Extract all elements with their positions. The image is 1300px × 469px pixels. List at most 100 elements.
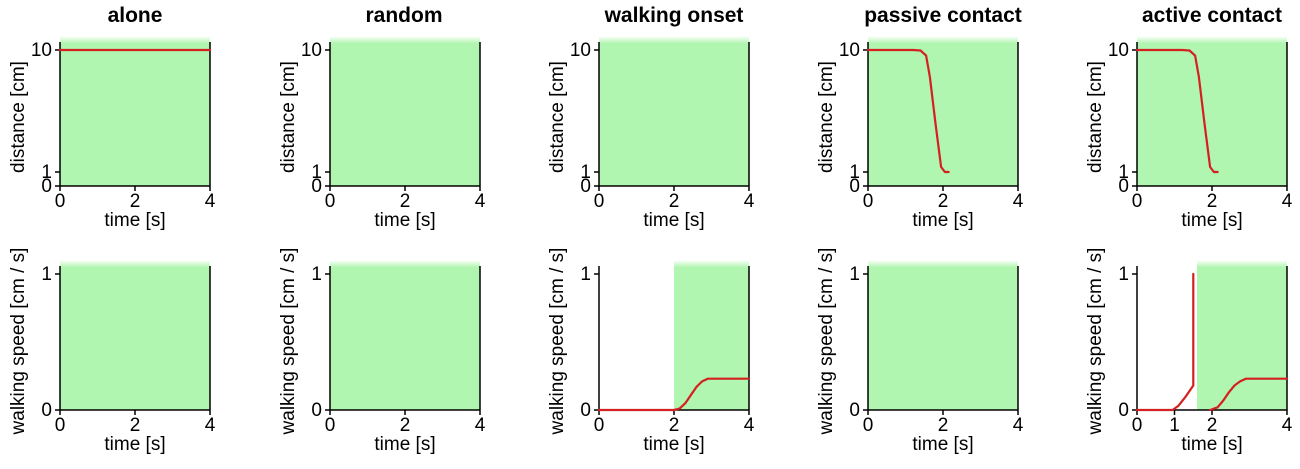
- x-tick-label-alone-speed-2: 2: [130, 415, 141, 436]
- shaded-region-walking-onset-speed: [674, 260, 749, 410]
- y-tick-label-alone-distance-10: 10: [31, 40, 52, 61]
- x-axis-label-active-contact-speed: time [s]: [1181, 434, 1242, 455]
- y-axis-label-walking-onset-distance: distance [cm]: [547, 61, 568, 173]
- y-tick-label-random-distance-10: 10: [301, 40, 322, 61]
- x-tick-label-alone-distance-4: 4: [205, 191, 216, 212]
- y-tick-label-active-contact-distance-10: 10: [1108, 40, 1129, 61]
- series-line-passive-contact-distance-0: [866, 48, 950, 174]
- y-tick-label-active-contact-speed-1: 1: [1118, 264, 1129, 285]
- shaded-region-alone-speed: [60, 260, 210, 410]
- x-tick-label-random-distance-4: 4: [475, 191, 486, 212]
- x-tick-label-alone-distance-2: 2: [130, 191, 141, 212]
- x-axis-label-random-distance: time [s]: [374, 210, 435, 231]
- y-tick-label-alone-distance-1: 1: [41, 162, 52, 183]
- shaded-region-random-speed: [330, 260, 480, 410]
- series-line-active-contact-speed-1: [1208, 377, 1289, 412]
- x-tick-label-active-contact-speed-0: 0: [1132, 415, 1143, 436]
- panel-alone-speed: 0 2 4 0 1 time [s] walking speed [cm / s]: [8, 248, 216, 455]
- x-axis-label-random-speed: time [s]: [374, 434, 435, 455]
- shaded-region-active-contact-speed: [1197, 260, 1287, 410]
- y-tick-label-walking-onset-distance-0: 0: [580, 176, 591, 197]
- y-tick-label-passive-contact-distance-1: 1: [849, 162, 860, 183]
- series-line-walking-onset-speed-0: [597, 377, 751, 412]
- shaded-region-walking-onset-distance: [599, 36, 749, 186]
- series-line-active-contact-distance-0: [1135, 48, 1219, 174]
- x-tick-label-walking-onset-distance-4: 4: [744, 191, 755, 212]
- x-tick-label-active-contact-speed-2: 2: [1207, 415, 1218, 436]
- x-tick-label-random-speed-0: 0: [325, 415, 336, 436]
- x-tick-label-passive-contact-distance-4: 4: [1013, 191, 1024, 212]
- x-axis-label-active-contact-distance: time [s]: [1181, 210, 1242, 231]
- x-tick-label-random-distance-2: 2: [400, 191, 411, 212]
- x-tick-label-walking-onset-distance-0: 0: [594, 191, 605, 212]
- y-axis-label-alone-distance: distance [cm]: [8, 61, 29, 173]
- column-title-random: random: [365, 4, 442, 27]
- panel-alone-distance: 0 2 4 01 10 time [s] distance [cm]: [8, 36, 216, 231]
- y-axis-label-passive-contact-distance: distance [cm]: [816, 61, 837, 173]
- column-title-alone: alone: [108, 4, 163, 27]
- panel-active-contact-distance: 0 2 4 01 10 time [s] distance [cm]: [1085, 36, 1293, 231]
- x-axis-label-walking-onset-speed: time [s]: [643, 434, 704, 455]
- panel-random-distance: 0 2 4 01 10 time [s] distance [cm]: [278, 36, 486, 231]
- panel-passive-contact-speed: 0 2 4 0 1 time [s] walking speed [cm / s]: [816, 248, 1024, 455]
- x-tick-label-passive-contact-speed-2: 2: [938, 415, 949, 436]
- x-tick-label-active-contact-distance-0: 0: [1132, 191, 1143, 212]
- column-title-walking-onset: walking onset: [604, 4, 744, 27]
- x-tick-label-walking-onset-speed-2: 2: [669, 415, 680, 436]
- y-tick-label-walking-onset-speed-1: 1: [580, 264, 591, 285]
- y-tick-label-random-distance-0: 0: [311, 176, 322, 197]
- y-axis-label-walking-onset-speed: walking speed [cm / s]: [547, 248, 568, 436]
- panel-passive-contact-distance: 0 2 4 01 10 time [s] distance [cm]: [816, 36, 1024, 231]
- y-tick-label-alone-speed-0: 0: [41, 400, 52, 421]
- y-tick-label-passive-contact-distance-0: 0: [849, 176, 860, 197]
- x-tick-label-alone-speed-4: 4: [205, 415, 216, 436]
- x-axis-label-passive-contact-speed: time [s]: [912, 434, 973, 455]
- shaded-region-active-contact-distance: [1137, 36, 1287, 186]
- x-tick-label-active-contact-distance-4: 4: [1282, 191, 1293, 212]
- column-title-active-contact: active contact: [1142, 4, 1282, 27]
- series-line-active-contact-speed-0: [1135, 272, 1195, 412]
- panel-walking-onset-distance: 0 2 4 01 10 time [s] distance [cm]: [547, 36, 755, 231]
- panel-random-speed: 0 2 4 0 1 time [s] walking speed [cm / s]: [278, 248, 486, 455]
- x-tick-label-walking-onset-speed-4: 4: [744, 415, 755, 436]
- shaded-region-passive-contact-distance: [868, 36, 1018, 186]
- x-tick-label-passive-contact-speed-4: 4: [1013, 415, 1024, 436]
- y-axis-label-random-distance: distance [cm]: [278, 61, 299, 173]
- y-tick-label-active-contact-distance-1: 1: [1118, 162, 1129, 183]
- shaded-region-random-distance: [330, 36, 480, 186]
- y-tick-label-random-speed-1: 1: [311, 264, 322, 285]
- y-tick-label-walking-onset-speed-0: 0: [580, 400, 591, 421]
- shaded-region-alone-distance: [60, 36, 210, 186]
- x-tick-label-active-contact-speed-1: 1: [1169, 415, 1180, 436]
- y-tick-label-alone-speed-1: 1: [41, 264, 52, 285]
- x-tick-label-walking-onset-speed-0: 0: [594, 415, 605, 436]
- column-title-passive-contact: passive contact: [864, 4, 1022, 27]
- panel-walking-onset-speed: 0 2 4 0 1 time [s] walking speed [cm / s]: [547, 248, 755, 455]
- y-tick-label-walking-onset-distance-1: 1: [580, 162, 591, 183]
- x-tick-label-walking-onset-distance-2: 2: [669, 191, 680, 212]
- x-tick-label-passive-contact-distance-0: 0: [863, 191, 874, 212]
- y-axis-label-random-speed: walking speed [cm / s]: [278, 248, 299, 436]
- y-axis-label-passive-contact-speed: walking speed [cm / s]: [816, 248, 837, 436]
- x-tick-label-active-contact-speed-4: 4: [1282, 415, 1293, 436]
- x-tick-label-random-speed-2: 2: [400, 415, 411, 436]
- x-tick-label-passive-contact-speed-0: 0: [863, 415, 874, 436]
- x-axis-label-alone-speed: time [s]: [104, 434, 165, 455]
- y-tick-label-walking-onset-distance-10: 10: [570, 40, 591, 61]
- y-tick-label-passive-contact-speed-0: 0: [849, 400, 860, 421]
- y-tick-label-passive-contact-speed-1: 1: [849, 264, 860, 285]
- y-axis-label-alone-speed: walking speed [cm / s]: [8, 248, 29, 436]
- x-tick-label-random-speed-4: 4: [475, 415, 486, 436]
- y-axis-label-active-contact-speed: walking speed [cm / s]: [1085, 248, 1106, 436]
- shaded-region-passive-contact-speed: [868, 260, 1018, 410]
- y-tick-label-active-contact-speed-0: 0: [1118, 400, 1129, 421]
- y-tick-label-alone-distance-0: 0: [41, 176, 52, 197]
- y-tick-label-active-contact-distance-0: 0: [1118, 176, 1129, 197]
- x-axis-label-walking-onset-distance: time [s]: [643, 210, 704, 231]
- y-tick-label-random-speed-0: 0: [311, 400, 322, 421]
- x-tick-label-alone-distance-0: 0: [55, 191, 66, 212]
- y-tick-label-random-distance-1: 1: [311, 162, 322, 183]
